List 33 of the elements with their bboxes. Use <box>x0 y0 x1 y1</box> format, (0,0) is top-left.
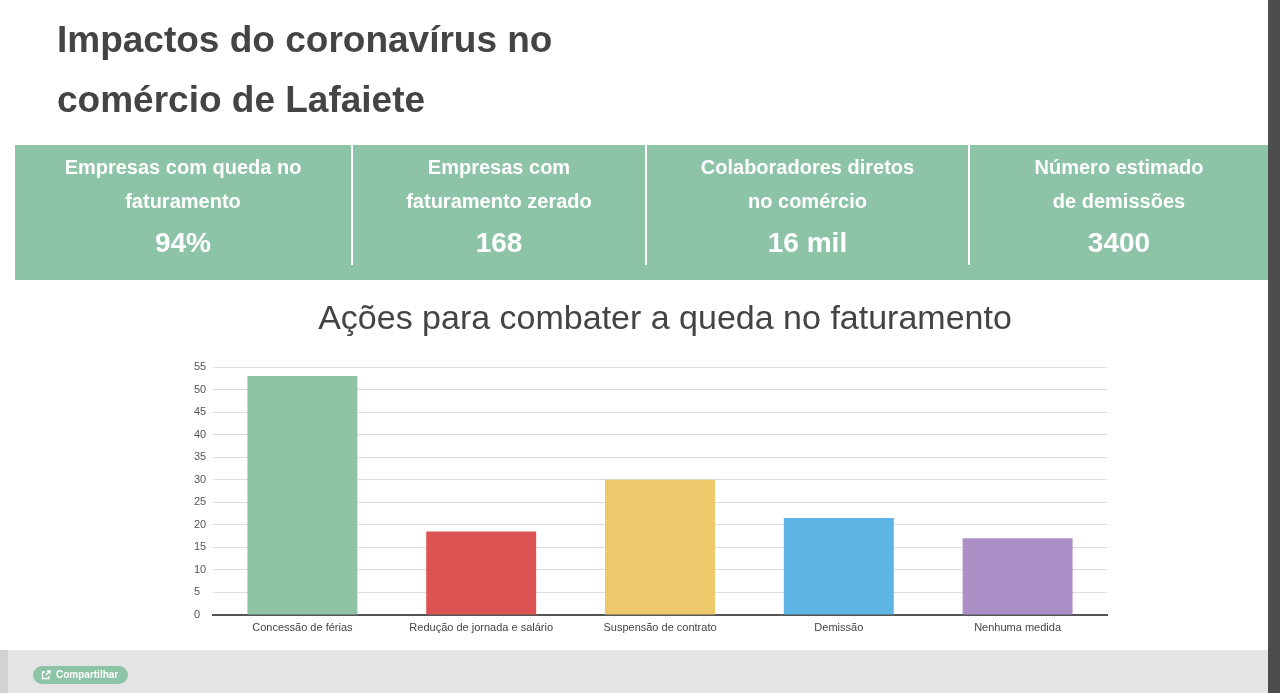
bar <box>426 531 537 615</box>
y-tick-label: 35 <box>194 450 207 463</box>
x-tick-label: Concessão de férias <box>252 620 354 633</box>
bar <box>783 518 894 615</box>
text: 94% <box>154 227 212 258</box>
bar <box>247 376 358 615</box>
y-tick-label: 10 <box>194 562 207 575</box>
text: 16 mil <box>767 227 848 258</box>
y-tick-label: 5 <box>194 585 201 598</box>
x-tick-label: Nenhuma medida <box>974 620 1062 633</box>
x-tick-label: Demissão <box>814 620 864 633</box>
text: Impactos do coronavírus no comércio de Lafaiete <box>57 18 554 122</box>
y-tick-label: 55 <box>194 360 207 373</box>
y-tick-label: 30 <box>194 472 207 485</box>
bar <box>962 538 1073 615</box>
x-tick-label: Suspensão de contrato <box>603 620 717 633</box>
chart-title: Ações para combater a queda no faturamento <box>317 297 1013 338</box>
y-tick-label: 45 <box>194 405 207 418</box>
category-label: Número estimado de demissões <box>1033 155 1205 214</box>
y-tick-label: 50 <box>194 382 207 395</box>
y-tick-label: 20 <box>194 517 207 530</box>
y-tick-label: 25 <box>194 495 207 508</box>
x-tick-label: Redução de jornada e salário <box>409 620 554 633</box>
y-tick-label: 15 <box>194 540 207 553</box>
category-label: Colaboradores diretos no comércio <box>699 155 916 214</box>
y-tick-label: 40 <box>194 427 207 440</box>
text: 3400 <box>1087 227 1151 258</box>
y-tick-label: 0 <box>194 608 201 621</box>
text: 168 <box>475 227 523 258</box>
text: Compartilhar <box>56 668 119 682</box>
bar <box>605 479 715 615</box>
category-label: Empresas com queda no faturamento <box>63 155 303 214</box>
category-label: Empresas com faturamento zerado <box>405 155 593 214</box>
